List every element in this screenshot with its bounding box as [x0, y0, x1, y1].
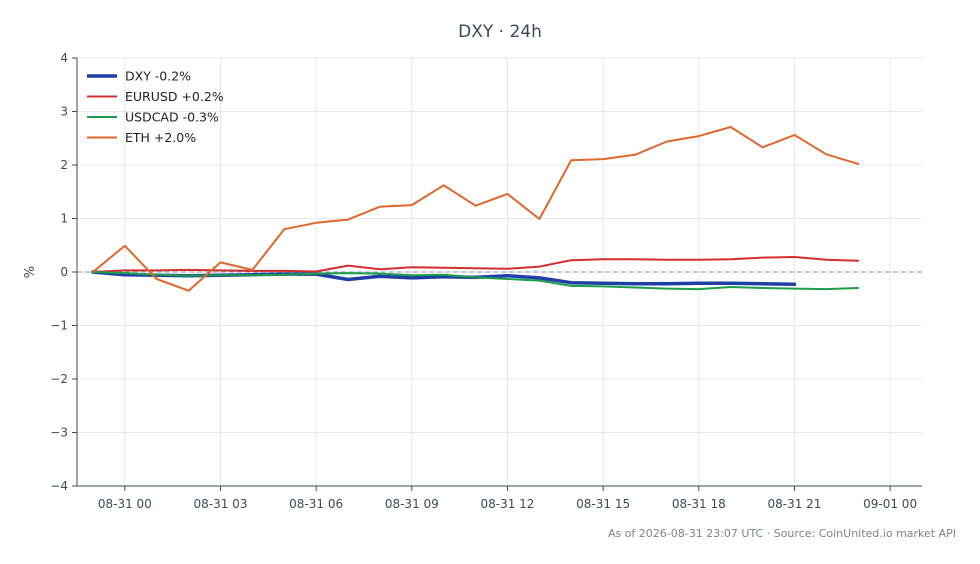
y-tick-label-0: 4	[60, 51, 68, 65]
grid	[77, 57, 922, 487]
x-tick-label-8: 09-01 00	[863, 497, 917, 511]
footer-source-note: As of 2026-08-31 23:07 UTC · Source: Coi…	[608, 527, 956, 540]
y-tick-label-1: 3	[60, 105, 68, 119]
x-tick-label-0: 08-31 00	[98, 497, 152, 511]
x-tick-label-2: 08-31 06	[289, 497, 343, 511]
y-axis-ticks: 4 3 2 1 0 −1 −2 −3 −4	[50, 51, 77, 493]
y-tick-label-6: −2	[50, 372, 68, 386]
y-tick-label-3: 1	[60, 212, 68, 226]
x-tick-label-6: 08-31 18	[672, 497, 726, 511]
series-line-2	[91, 271, 860, 291]
legend: DXY -0.2% EURUSD +0.2% USDCAD -0.3% ETH +2.…	[87, 69, 224, 145]
legend-label-3: ETH +2.0%	[125, 130, 196, 145]
series-line-1	[91, 256, 860, 273]
x-tick-label-4: 08-31 12	[480, 497, 534, 511]
x-tick-label-3: 08-31 09	[385, 497, 439, 511]
x-tick-label-5: 08-31 15	[576, 497, 630, 511]
y-tick-label-8: −4	[50, 479, 68, 493]
x-tick-label-1: 08-31 03	[194, 497, 248, 511]
x-axis-ticks: 08-31 00 08-31 03 08-31 06 08-31 09 08-31 12…	[98, 486, 917, 511]
y-tick-label-2: 2	[60, 158, 68, 172]
y-tick-label-4: 0	[60, 265, 68, 279]
y-axis-label: %	[23, 266, 38, 278]
legend-label-0: DXY -0.2%	[125, 69, 191, 84]
series-line-3	[91, 126, 860, 292]
legend-label-1: EURUSD +0.2%	[125, 89, 224, 104]
x-tick-label-7: 08-31 21	[767, 497, 821, 511]
y-tick-label-5: −1	[50, 319, 68, 333]
y-tick-label-7: −3	[50, 426, 68, 440]
legend-label-2: USDCAD -0.3%	[125, 110, 219, 125]
series-layer	[91, 126, 860, 292]
chart-title: DXY · 24h	[458, 22, 542, 42]
